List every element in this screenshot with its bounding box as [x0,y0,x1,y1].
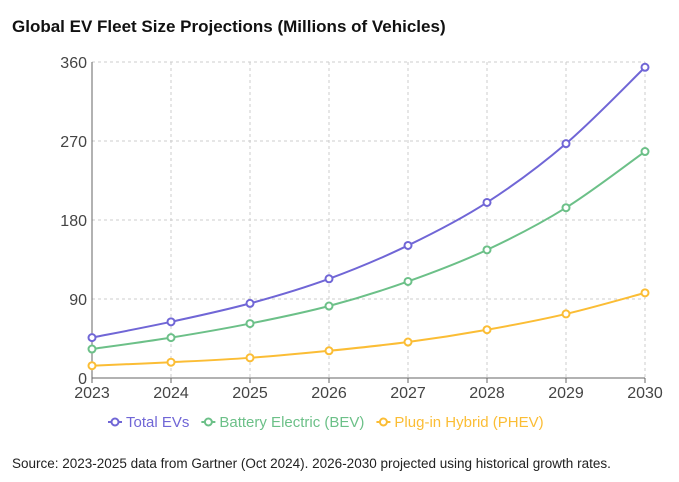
series-line [91,150,646,351]
data-point [245,353,255,363]
y-tick-label: 180 [60,213,87,230]
data-point [166,357,176,367]
data-point [561,309,571,319]
y-tick-label: 90 [69,292,87,309]
data-point [245,319,255,329]
data-point [482,245,492,255]
data-point [482,197,492,207]
x-tick-label: 2028 [469,385,505,402]
source-note: Source: 2023-2025 data from Gartner (Oct… [12,456,611,471]
legend-marker [378,417,388,427]
x-tick-label: 2025 [232,385,268,402]
data-point [324,346,334,356]
legend-label: Plug-in Hybrid (PHEV) [394,414,543,431]
data-point [561,203,571,213]
data-point [561,139,571,149]
data-point [640,288,650,298]
x-tick-label: 2024 [153,385,189,402]
x-tick-label: 2026 [311,385,347,402]
chart-title: Global EV Fleet Size Projections (Millio… [12,17,446,36]
data-point [166,333,176,343]
data-point [324,274,334,284]
legend-marker [203,417,213,427]
data-point [245,298,255,308]
data-point [403,337,413,347]
data-point [482,325,492,335]
x-tick-label: 2029 [548,385,584,402]
y-tick-label: 360 [60,55,87,72]
data-point [87,361,97,371]
series-line [91,291,646,367]
data-point [403,240,413,250]
x-tick-label: 2027 [390,385,426,402]
legend-label: Battery Electric (BEV) [219,414,364,431]
legend-label: Total EVs [126,414,189,431]
data-point [87,344,97,354]
data-point [403,276,413,286]
legend-marker [110,417,120,427]
x-tick-label: 2023 [74,385,110,402]
series-line [91,66,646,339]
y-tick-label: 270 [60,134,87,151]
x-tick-label: 2030 [627,385,663,402]
data-point [166,317,176,327]
data-point [640,62,650,72]
y-tick-label: 0 [78,371,87,388]
data-point [324,301,334,311]
data-point [640,147,650,157]
data-point [87,333,97,343]
